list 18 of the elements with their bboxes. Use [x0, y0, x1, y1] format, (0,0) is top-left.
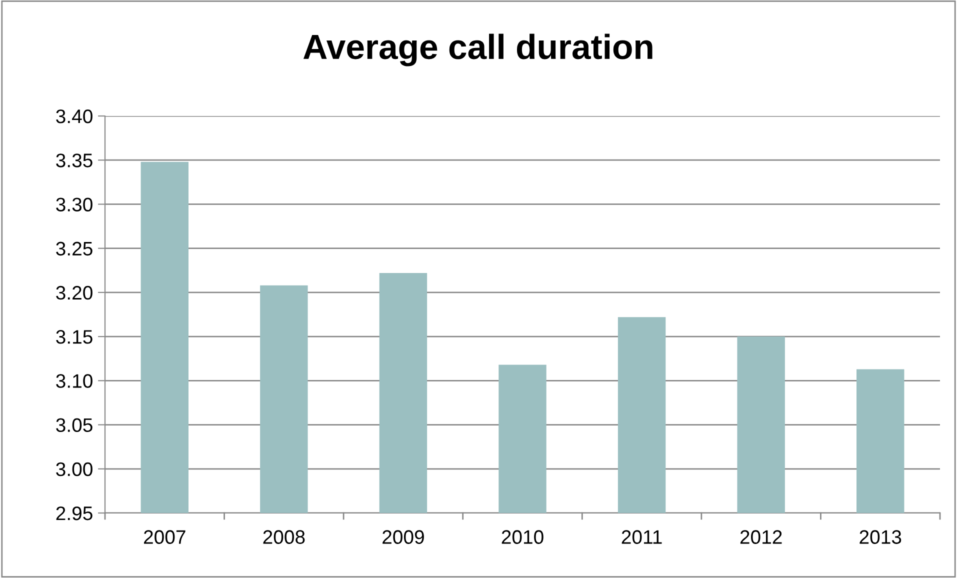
y-tick-label: 3.30: [56, 198, 92, 212]
x-tick-label: 2008: [263, 530, 305, 544]
y-tick-label: 3.35: [56, 154, 92, 168]
y-tick-label: 3.10: [56, 374, 92, 388]
chart-title: Average call duration: [303, 34, 652, 66]
y-tick-label: 3.00: [56, 462, 92, 476]
x-tick-label: 2012: [740, 530, 782, 544]
y-tick-label: 3.15: [56, 330, 92, 344]
x-tick-label: 2009: [382, 530, 424, 544]
y-tick-label: 2.95: [56, 506, 92, 520]
y-tick-label: 3.25: [56, 242, 92, 256]
x-tick-label: 2007: [144, 530, 186, 544]
x-tick-label: 2011: [622, 530, 662, 544]
x-tick-label: 2013: [860, 530, 902, 544]
y-tick-label: 3.05: [56, 418, 92, 432]
y-tick-label: 3.40: [56, 109, 92, 124]
y-tick-label: 3.20: [56, 286, 92, 300]
x-tick-label: 2010: [502, 530, 544, 544]
